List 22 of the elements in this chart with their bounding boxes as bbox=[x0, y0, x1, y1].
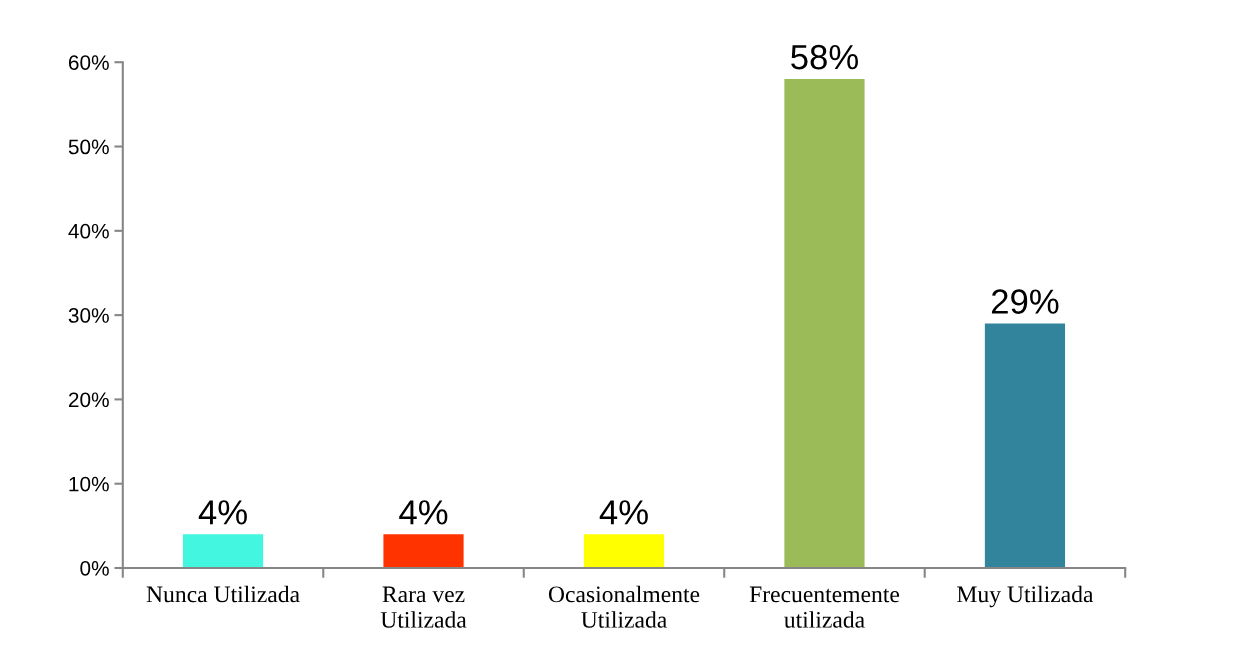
x-tick-label: Rara vez Utilizada bbox=[380, 586, 467, 628]
data-label: 29% bbox=[991, 289, 1059, 314]
y-tick-label: 60% bbox=[68, 55, 109, 70]
y-tick-label: 0% bbox=[80, 561, 109, 576]
bar bbox=[784, 79, 865, 568]
data-label: 4% bbox=[198, 500, 247, 525]
y-tick-label: 10% bbox=[69, 476, 109, 492]
x-tick-label: Muy Utilizada bbox=[957, 585, 1094, 608]
data-label: 4% bbox=[599, 500, 648, 525]
x-tick-label: Frecuentemente utilizada bbox=[749, 586, 900, 628]
y-tick-label: 20% bbox=[68, 392, 109, 408]
bar bbox=[984, 323, 1066, 568]
bar bbox=[182, 534, 264, 568]
data-label: 58% bbox=[791, 44, 858, 70]
bar bbox=[383, 534, 464, 568]
x-tick-label: Ocasionalmente Utilizada bbox=[548, 585, 700, 628]
y-tick-label: 50% bbox=[68, 139, 109, 155]
x-tick-label: Nunca Utilizada bbox=[146, 585, 300, 603]
data-label: 4% bbox=[399, 500, 448, 525]
y-tick-label: 40% bbox=[68, 223, 109, 239]
bar bbox=[583, 534, 665, 568]
y-tick-label: 30% bbox=[68, 308, 109, 323]
